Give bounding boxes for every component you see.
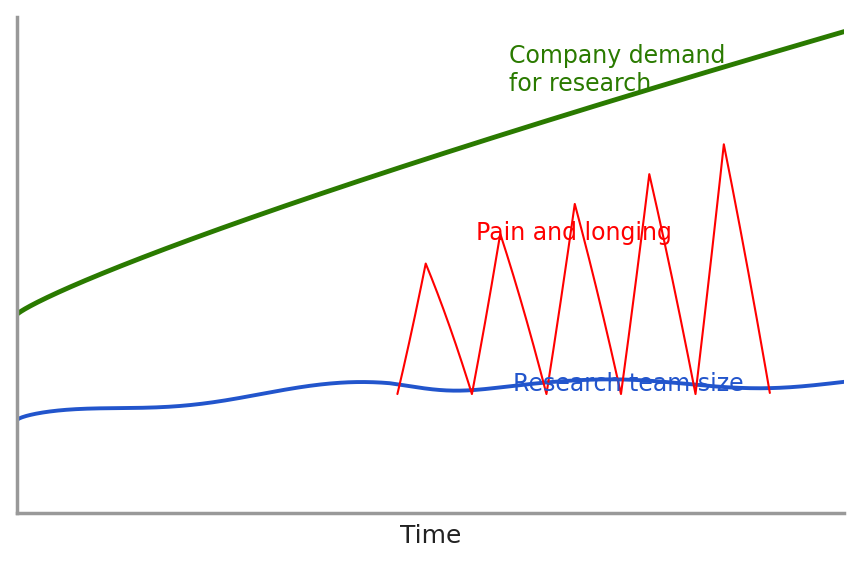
X-axis label: Time: Time: [400, 524, 461, 549]
Text: Research team size: Research team size: [513, 372, 744, 396]
Text: Company demand
for research: Company demand for research: [509, 44, 726, 96]
Text: Pain and longing: Pain and longing: [476, 221, 672, 245]
